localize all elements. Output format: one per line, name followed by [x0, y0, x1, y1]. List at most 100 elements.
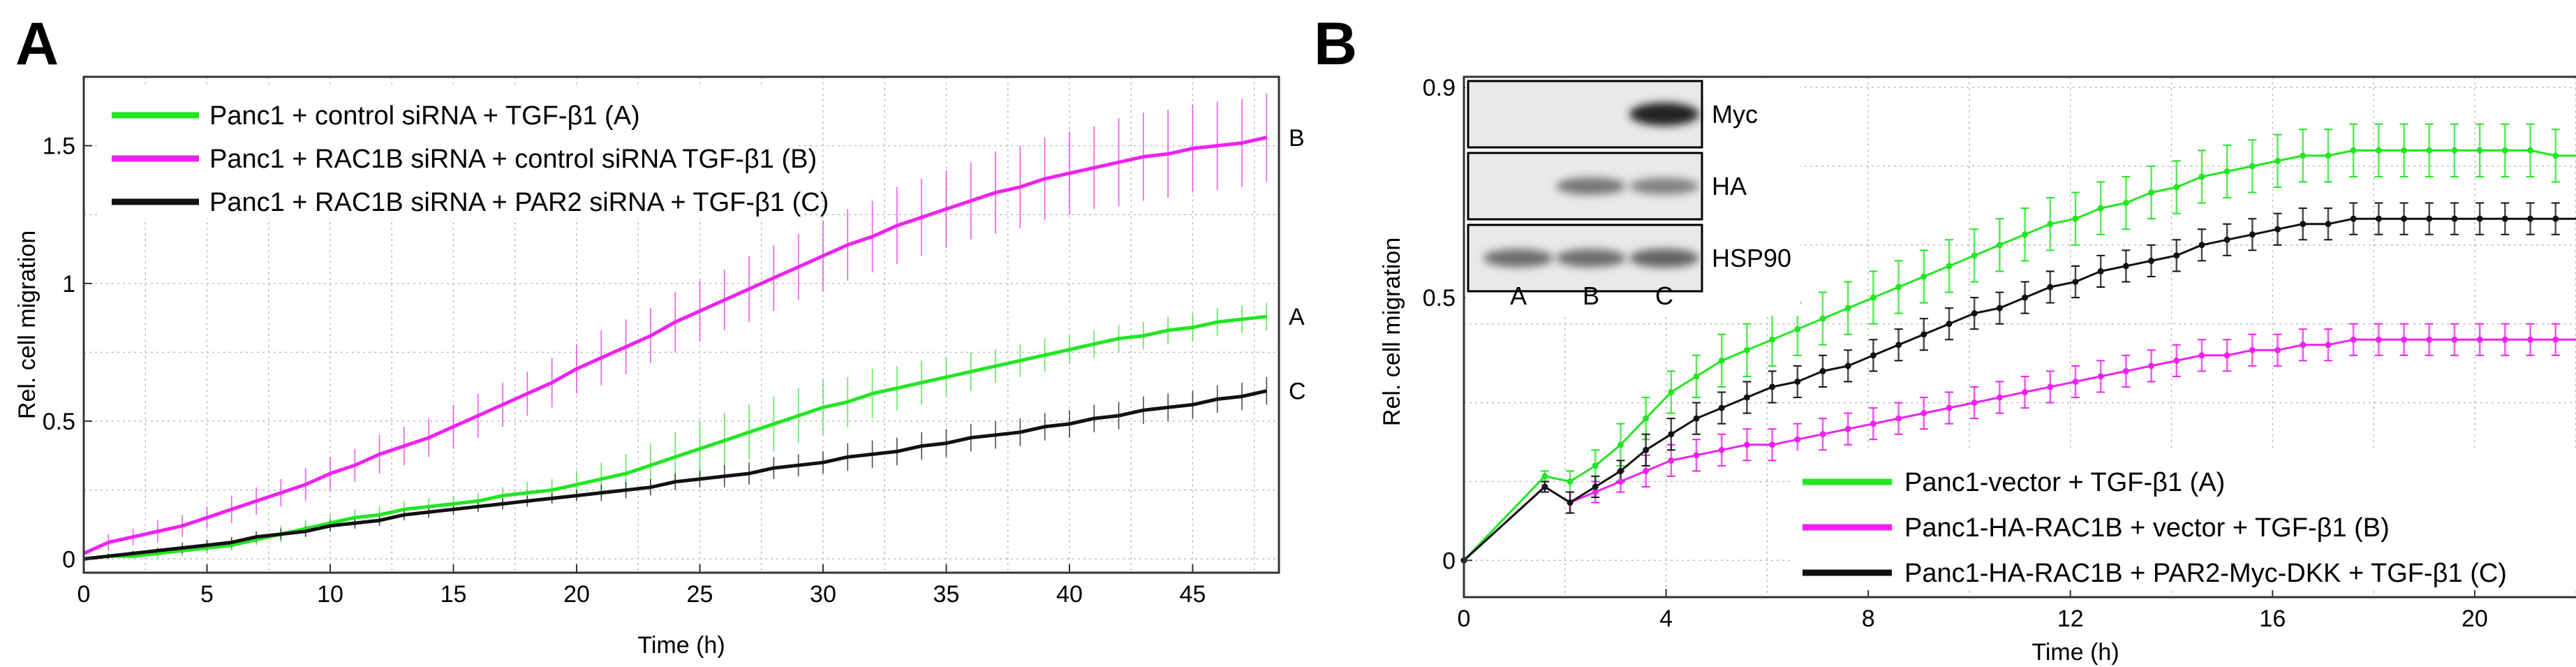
b-point-a [1895, 284, 1902, 291]
b-point-b [1844, 425, 1851, 432]
b-point-a [1592, 462, 1599, 469]
a-legend: Panc1 + control siRNA + TGF-β1 (A) Panc1… [99, 85, 829, 218]
b-point-b [2552, 336, 2559, 343]
b-point-a [2198, 173, 2205, 180]
b-point-a [1844, 305, 1851, 311]
b-point-c [1844, 362, 1851, 369]
b-point-c [2198, 242, 2205, 249]
b-x-tick-label: 8 [1862, 606, 1875, 632]
a-x-tick-label: 5 [200, 581, 214, 608]
b-point-b [2527, 336, 2534, 343]
b-point-b [2122, 367, 2129, 374]
b-point-a [2501, 147, 2508, 154]
panel-a-letter: A [15, 10, 59, 78]
a-y-ticks: 0 0.5 1 1.5 [43, 133, 92, 573]
blot-band [1629, 249, 1699, 267]
b-point-c [2527, 215, 2534, 222]
a-y-tick-label: 0 [62, 546, 75, 573]
b-point-a [2300, 152, 2307, 159]
blot-row-label: HSP90 [1712, 244, 1791, 272]
a-end-labels: A B C [1289, 125, 1306, 405]
b-point-b [2300, 342, 2307, 349]
b-point-a [2527, 147, 2534, 154]
b-y-ticks: 0 0.5 0.9 [1423, 75, 1472, 574]
b-point-b [1718, 446, 1725, 453]
b-point-a [1668, 389, 1675, 396]
panel-b-letter: B [1314, 10, 1357, 78]
b-point-b [2274, 346, 2281, 353]
a-legend-entry-a: Panc1 + control siRNA + TGF-β1 (A) [209, 101, 640, 131]
b-point-b [1743, 441, 1750, 448]
a-plot-frame [82, 75, 1280, 574]
b-point-a [1971, 252, 1978, 259]
b-point-c [1794, 378, 1801, 385]
b-point-a [2350, 147, 2357, 154]
b-point-c [2173, 252, 2180, 259]
b-point-a [1718, 357, 1725, 364]
b-point-c [2501, 215, 2508, 222]
b-point-c [2022, 294, 2029, 301]
b-point-b [1769, 441, 1776, 448]
a-legend-entry-b: Panc1 + RAC1B siRNA + control siRNA TGF-… [209, 145, 817, 174]
a-x-tick-label: 10 [317, 581, 343, 608]
b-x-tick-label: 20 [2462, 606, 2488, 632]
b-point-c [2426, 215, 2433, 222]
b-point-c [1769, 383, 1776, 390]
blot-rows: Myc HA HSP90 [1467, 80, 1791, 293]
blot-band [1483, 249, 1553, 267]
b-point-a [1870, 294, 1877, 301]
b-point-a [1567, 478, 1574, 485]
b-point-b [1819, 431, 1826, 438]
b-point-b [2223, 352, 2230, 359]
b-x-tick-label: 0 [1458, 606, 1471, 632]
b-legend: Panc1-vector + TGF-β1 (A) Panc1-HA-RAC1B… [1791, 450, 2576, 590]
b-point-b [2198, 352, 2205, 359]
b-point-b [1895, 415, 1902, 422]
b-x-ticks: 04812162024 [1458, 589, 2488, 632]
b-point-c [1718, 404, 1725, 411]
b-point-c [1971, 310, 1978, 317]
a-x-tick-label: 25 [687, 581, 713, 608]
a-x-tick-label: 20 [563, 581, 590, 608]
b-point-a [1996, 242, 2003, 249]
b-point-c [1617, 467, 1624, 474]
b-point-c [1567, 499, 1574, 506]
a-series-line-b [82, 135, 1267, 555]
a-x-tick-label: 35 [933, 581, 960, 608]
a-y-tick-label: 1.5 [43, 133, 75, 160]
b-point-a [2148, 189, 2155, 196]
blot-lane-label: A [1510, 281, 1527, 310]
b-point-a [2223, 168, 2230, 175]
b-point-c [1668, 431, 1675, 438]
b-point-b [1794, 436, 1801, 443]
b-point-b [1996, 394, 2003, 401]
b-point-c [2350, 215, 2357, 222]
b-x-tick-label: 4 [1659, 606, 1673, 632]
b-point-b [2501, 336, 2508, 343]
chart-b: 04812162024 00.50.9 ABC Time (h) Rel. ce… [1379, 75, 2576, 666]
a-end-label-a: A [1289, 304, 1305, 330]
b-point-b [2426, 336, 2433, 343]
a-x-tick-label: 40 [1056, 581, 1083, 608]
b-point-c [2401, 215, 2408, 222]
b-point-c [1895, 342, 1902, 349]
b-point-b [1870, 420, 1877, 427]
b-point-a [1946, 263, 1953, 270]
b-point-c [1643, 446, 1650, 453]
b-point-a [2173, 184, 2180, 191]
b-point-c [1870, 352, 1877, 359]
b-point-a [2325, 152, 2332, 159]
b-y-axis-label: Rel. cell migration [1379, 237, 1405, 426]
b-point-b [2022, 389, 2029, 396]
a-y-tick-label: 0.5 [43, 409, 75, 435]
b-point-c [2249, 231, 2256, 238]
b-point-a [1769, 336, 1776, 343]
b-point-b [2375, 336, 2382, 343]
b-point-b [2173, 357, 2180, 364]
a-series-line-c [83, 389, 1267, 561]
b-plot-frame [1463, 75, 2576, 599]
b-point-a [2249, 163, 2256, 170]
b-x-axis-label: Time (h) [2031, 639, 2119, 666]
b-point-a [1743, 346, 1750, 353]
b-point-a [1920, 273, 1927, 280]
